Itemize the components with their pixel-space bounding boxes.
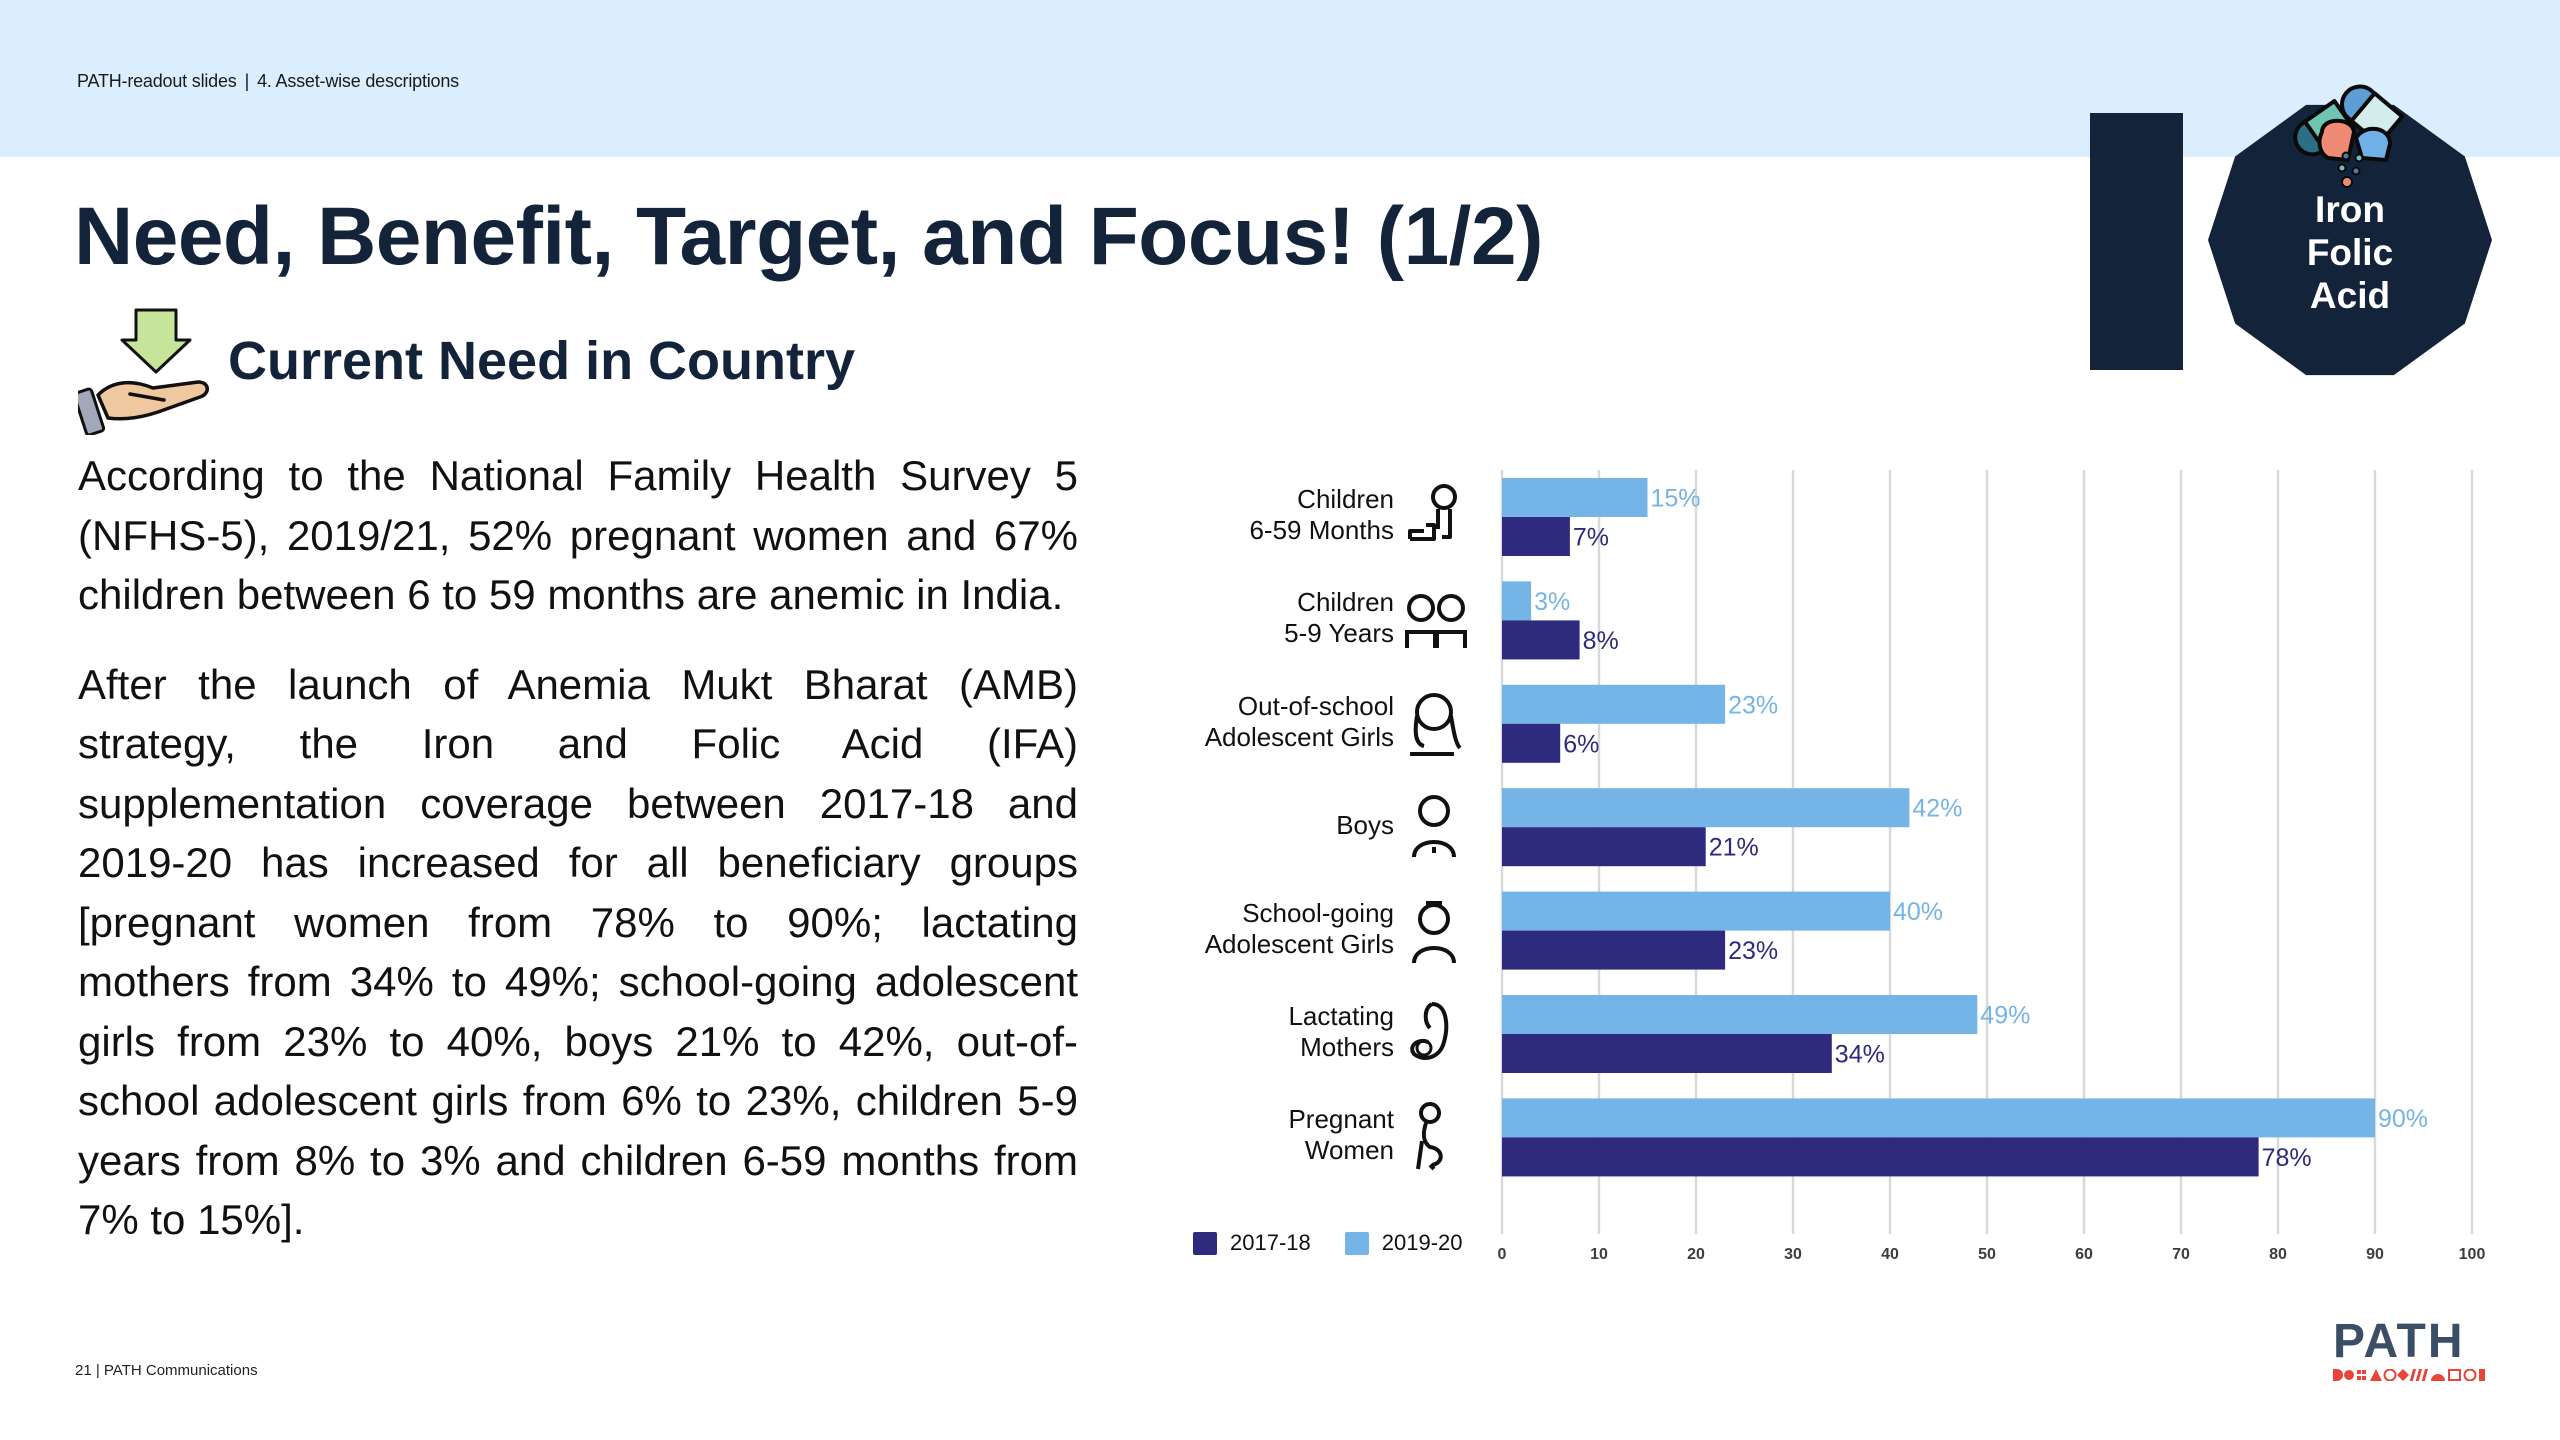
category-label: Out-of-school Adolescent Girls bbox=[1094, 691, 1394, 753]
bar-2019-20 bbox=[1502, 478, 1648, 517]
badge-line: Iron bbox=[2315, 189, 2385, 230]
crawling-baby-icon bbox=[1408, 484, 1457, 541]
bar-2019-20 bbox=[1502, 684, 1726, 724]
x-tick-label: 70 bbox=[2172, 1246, 2190, 1263]
legend-swatch bbox=[1193, 1231, 1217, 1255]
category-label-line: Boys bbox=[1336, 809, 1394, 840]
x-tick-label: 40 bbox=[1881, 1246, 1899, 1263]
category-label-line: 5-9 Years bbox=[1284, 618, 1394, 649]
legend-item-2017-18: 2017-18 bbox=[1193, 1230, 1311, 1256]
category-label-line: Women bbox=[1304, 1135, 1394, 1166]
path-shapes-icon bbox=[2333, 1368, 2485, 1382]
body-paragraph: According to the National Family Health … bbox=[78, 452, 1078, 618]
data-label: 23% bbox=[1728, 691, 1778, 719]
breadcrumb-item: 4. Asset-wise descriptions bbox=[257, 71, 459, 91]
x-tick-label: 10 bbox=[1590, 1246, 1608, 1263]
path-wordmark: PATH bbox=[2333, 1315, 2465, 1368]
category-label-line: Children bbox=[1297, 484, 1394, 514]
bar-2019-20 bbox=[1502, 788, 1910, 828]
category-label: Children 5-9 Years bbox=[1094, 587, 1394, 649]
category-label-line: Children bbox=[1297, 587, 1394, 618]
bar-2019-20 bbox=[1502, 581, 1532, 621]
bar-2017-18 bbox=[1502, 517, 1570, 556]
x-tick-label: 0 bbox=[1498, 1246, 1507, 1263]
data-label: 78% bbox=[2262, 1144, 2312, 1172]
girl-icon bbox=[1410, 692, 1462, 756]
footer-text: 21 | PATH Communications bbox=[75, 1362, 258, 1379]
two-children-icon bbox=[1405, 594, 1467, 649]
schoolgirl-icon bbox=[1412, 900, 1456, 963]
x-tick-label: 20 bbox=[1687, 1246, 1705, 1263]
legend-item-2019-20: 2019-20 bbox=[1344, 1230, 1463, 1256]
data-label: 21% bbox=[1709, 834, 1759, 862]
bar-2019-20 bbox=[1502, 891, 1890, 931]
category-label-line: Out-of-school bbox=[1237, 690, 1394, 721]
hand-receiving-arrow-icon bbox=[78, 308, 209, 435]
x-tick-label: 80 bbox=[2269, 1246, 2287, 1263]
badge-label: Iron Folic Acid bbox=[2250, 188, 2450, 317]
bar-2019-20 bbox=[1502, 1098, 2375, 1138]
category-label-line: Adolescent Girls bbox=[1204, 721, 1394, 752]
x-tick-label: 90 bbox=[2366, 1246, 2384, 1263]
data-label: 90% bbox=[2378, 1105, 2428, 1133]
data-label: 42% bbox=[1912, 795, 1962, 823]
category-label: Pregnant Women bbox=[1094, 1104, 1394, 1166]
badge-bar bbox=[2090, 113, 2183, 370]
page-title: Need, Benefit, Target, and Focus! (1/2) bbox=[74, 191, 1543, 282]
data-label: 49% bbox=[1980, 1002, 2030, 1030]
x-tick-label: 60 bbox=[2075, 1246, 2093, 1263]
bar-2019-20 bbox=[1502, 995, 1978, 1034]
legend-label: 2019-20 bbox=[1381, 1230, 1463, 1255]
data-label: 15% bbox=[1651, 485, 1701, 513]
category-label-line: 6-59 Months bbox=[1249, 515, 1394, 545]
category-label: School-going Adolescent Girls bbox=[1094, 898, 1394, 960]
chart-legend: 2017-18 2019-20 bbox=[1193, 1230, 1497, 1256]
bar-2017-18 bbox=[1502, 930, 1726, 970]
section-subtitle: Current Need in Country bbox=[228, 331, 856, 391]
badge-line: Acid bbox=[2309, 275, 2391, 316]
body-paragraph: After the launch of Anemia Mukt Bharat (… bbox=[78, 660, 1078, 1244]
x-tick-label: 30 bbox=[1784, 1246, 1802, 1263]
category-label-line: Mothers bbox=[1300, 1032, 1394, 1062]
bar-2017-18 bbox=[1502, 1034, 1832, 1073]
data-label: 7% bbox=[1573, 524, 1609, 552]
path-logo: PATH bbox=[2333, 1318, 2485, 1386]
pregnant-woman-icon bbox=[1416, 1102, 1443, 1171]
mother-baby-icon bbox=[1410, 1002, 1449, 1060]
category-label: Boys bbox=[1094, 810, 1394, 841]
data-label: 23% bbox=[1728, 937, 1778, 965]
badge-decagon bbox=[2208, 104, 2492, 376]
bar-2017-18 bbox=[1502, 723, 1561, 763]
category-label-line: School-going bbox=[1242, 897, 1394, 928]
pills-icon bbox=[2293, 84, 2405, 188]
category-label-line: Lactating bbox=[1288, 1001, 1394, 1031]
x-tick-label: 50 bbox=[1978, 1246, 1996, 1263]
category-label-line: Pregnant bbox=[1288, 1104, 1394, 1135]
bar-2017-18 bbox=[1502, 1137, 2259, 1177]
legend-label: 2017-18 bbox=[1230, 1230, 1311, 1255]
data-label: 34% bbox=[1835, 1041, 1885, 1069]
boy-icon bbox=[1412, 795, 1456, 858]
x-tick-label: 100 bbox=[2459, 1246, 2486, 1263]
bar-2017-18 bbox=[1502, 827, 1706, 867]
legend-swatch bbox=[1344, 1231, 1369, 1255]
category-label-line: Adolescent Girls bbox=[1204, 928, 1394, 959]
category-label: Lactating Mothers bbox=[1094, 1001, 1394, 1063]
data-label: 6% bbox=[1563, 730, 1599, 758]
category-label: Children 6-59 Months bbox=[1094, 484, 1394, 546]
breadcrumb: PATH-readout slides | 4. Asset-wise descri… bbox=[77, 71, 459, 92]
data-label: 3% bbox=[1534, 588, 1570, 616]
data-label: 40% bbox=[1893, 898, 1943, 926]
breadcrumb-separator: | bbox=[244, 71, 250, 91]
data-label: 8% bbox=[1583, 627, 1619, 655]
badge-line: Folic bbox=[2306, 232, 2394, 273]
bar-2017-18 bbox=[1502, 620, 1580, 660]
breadcrumb-item: PATH-readout slides bbox=[77, 71, 237, 91]
body-text: According to the National Family Health … bbox=[78, 446, 1078, 1280]
